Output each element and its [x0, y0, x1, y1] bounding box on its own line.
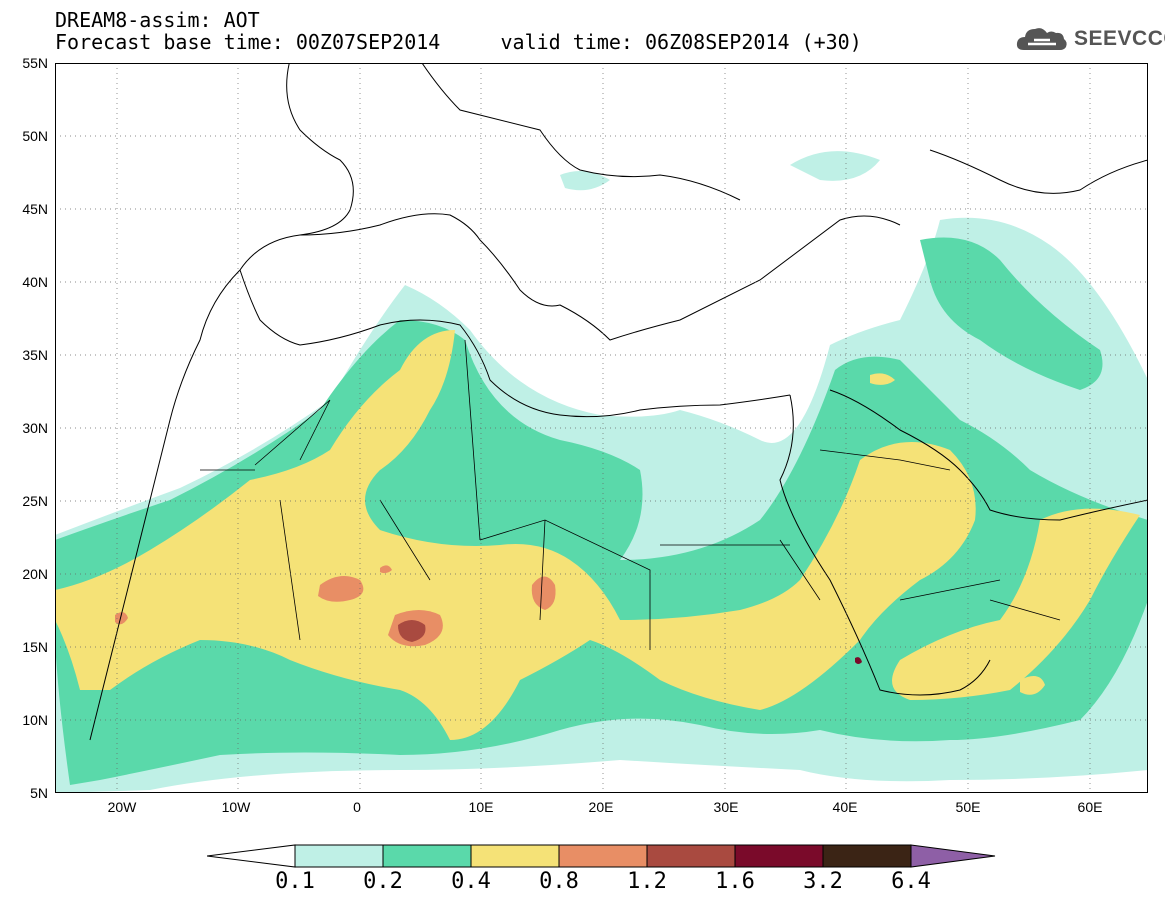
aot-band-0.4-0.8	[55, 330, 1140, 740]
colorbar-arrow-right	[910, 844, 996, 868]
colorbar-bin-0.2-0.4	[382, 844, 472, 868]
lon-label-0: 0	[353, 799, 361, 815]
lon-label-10e: 10E	[468, 799, 494, 815]
colorbar-bin-0.1-0.2	[294, 844, 384, 868]
lon-label-20w: 20W	[107, 799, 137, 815]
aot-band-0.8-1.2	[115, 565, 556, 647]
country-borders	[200, 339, 1061, 650]
map-title: DREAM8-assim: AOT	[55, 8, 260, 32]
colorbar-bin-3.2-6.4	[822, 844, 912, 868]
aot-band-1.2-1.6	[398, 620, 426, 642]
lat-label-10n: 10N	[22, 712, 48, 728]
colorbar-arrow-left	[207, 844, 296, 868]
logo-text: SEEVCCC	[1074, 27, 1165, 50]
lon-label-20e: 20E	[588, 799, 614, 815]
lat-label-45n: 45N	[22, 201, 48, 217]
lon-label-60e: 60E	[1077, 799, 1103, 815]
cloud-icon	[1016, 28, 1067, 50]
colorbar-label-6.4: 6.4	[891, 869, 931, 894]
lat-label-5n: 5N	[30, 785, 48, 801]
colorbar-bin-0.8-1.2	[558, 844, 648, 868]
lat-label-50n: 50N	[22, 128, 48, 144]
colorbar-label-0.1: 0.1	[275, 869, 315, 894]
colorbar-label-0.2: 0.2	[363, 869, 403, 894]
lon-label-50e: 50E	[955, 799, 981, 815]
lat-label-40n: 40N	[22, 274, 48, 290]
colorbar-label-1.6: 1.6	[715, 869, 755, 894]
colorbar-bin-1.2-1.6	[646, 844, 736, 868]
lat-label-20n: 20N	[22, 566, 48, 582]
colorbar-label-0.8: 0.8	[539, 869, 579, 894]
map-canvas	[55, 63, 1148, 793]
colorbar-bin-1.6-3.2	[734, 844, 824, 868]
lon-label-40e: 40E	[832, 799, 858, 815]
colorbar	[207, 844, 996, 868]
aot-band-1.6-3.2	[855, 657, 862, 664]
colorbar-label-3.2: 3.2	[803, 869, 843, 894]
lat-label-30n: 30N	[22, 420, 48, 436]
colorbar-bin-0.4-0.8	[470, 844, 560, 868]
lat-label-55n: 55N	[22, 55, 48, 71]
coastlines	[89, 63, 1148, 741]
graticule	[55, 63, 1148, 793]
colorbar-label-0.4: 0.4	[451, 869, 491, 894]
lat-label-35n: 35N	[22, 347, 48, 363]
seevccc-logo: SEEVCCC	[1016, 22, 1165, 56]
lon-label-30e: 30E	[713, 799, 739, 815]
lat-label-25n: 25N	[22, 493, 48, 509]
lon-label-10w: 10W	[221, 799, 251, 815]
colorbar-label-1.2: 1.2	[627, 869, 667, 894]
aot-map	[55, 63, 1148, 793]
lat-label-15n: 15N	[22, 639, 48, 655]
forecast-times: Forecast base time: 00Z07SEP2014 valid t…	[55, 30, 862, 54]
